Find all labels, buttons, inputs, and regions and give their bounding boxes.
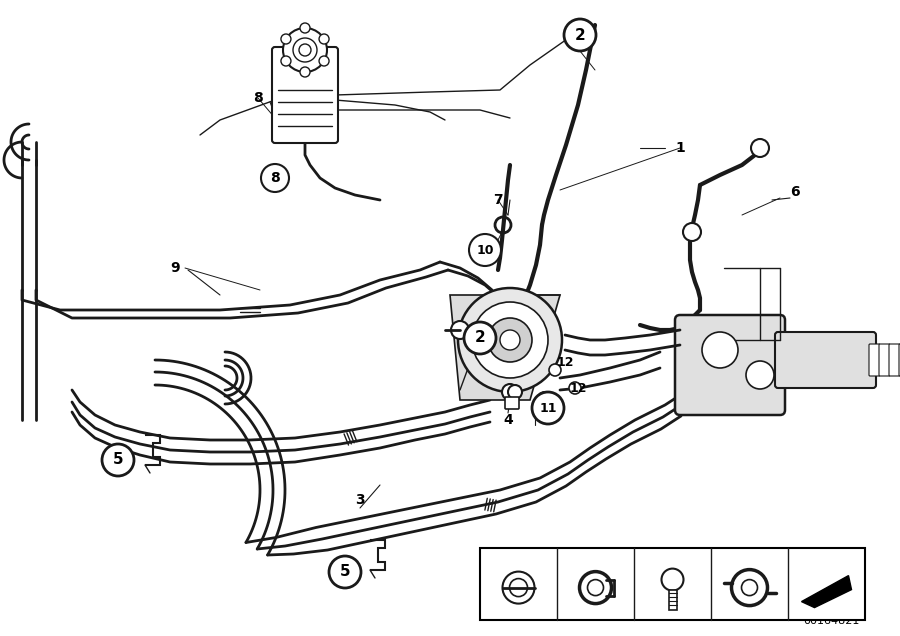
Bar	[669, 590, 677, 609]
FancyBboxPatch shape	[272, 47, 338, 143]
Circle shape	[281, 34, 291, 44]
Text: 12: 12	[556, 356, 574, 368]
Text: 11: 11	[491, 555, 509, 569]
Circle shape	[742, 579, 758, 595]
Text: 10: 10	[569, 555, 586, 569]
Circle shape	[261, 164, 289, 192]
Circle shape	[281, 56, 291, 66]
Circle shape	[293, 38, 317, 62]
Circle shape	[329, 556, 361, 588]
Circle shape	[580, 572, 611, 604]
Text: 8: 8	[270, 171, 280, 185]
Text: 12: 12	[569, 382, 587, 394]
Text: 2: 2	[574, 27, 585, 43]
Circle shape	[320, 56, 329, 66]
Text: 8: 8	[253, 91, 263, 105]
Circle shape	[502, 572, 535, 604]
Circle shape	[488, 318, 532, 362]
Text: 5: 5	[650, 555, 659, 569]
Circle shape	[300, 67, 310, 77]
Circle shape	[469, 234, 501, 266]
Circle shape	[588, 579, 604, 595]
Circle shape	[451, 321, 469, 339]
Bar	[480, 548, 865, 620]
FancyBboxPatch shape	[869, 344, 880, 376]
Circle shape	[549, 364, 561, 376]
Text: 3: 3	[540, 413, 550, 427]
FancyBboxPatch shape	[879, 344, 890, 376]
Polygon shape	[802, 576, 851, 607]
FancyBboxPatch shape	[505, 397, 519, 409]
Circle shape	[502, 384, 518, 400]
Text: 5: 5	[112, 452, 123, 467]
Polygon shape	[450, 295, 560, 400]
Text: 1: 1	[675, 141, 685, 155]
Circle shape	[732, 570, 768, 605]
Text: 9: 9	[170, 261, 180, 275]
FancyBboxPatch shape	[775, 332, 876, 388]
Circle shape	[509, 579, 527, 597]
Circle shape	[299, 44, 311, 56]
Circle shape	[300, 23, 310, 33]
Circle shape	[569, 382, 581, 394]
Text: 5: 5	[339, 565, 350, 579]
Text: 7: 7	[493, 193, 503, 207]
Text: 2: 2	[474, 331, 485, 345]
Text: 00164821: 00164821	[804, 616, 860, 626]
Text: 3: 3	[356, 493, 364, 507]
Circle shape	[472, 302, 548, 378]
Text: 10: 10	[476, 244, 494, 256]
Circle shape	[458, 288, 562, 392]
Circle shape	[102, 444, 134, 476]
Circle shape	[683, 223, 701, 241]
Circle shape	[537, 392, 553, 408]
Circle shape	[508, 385, 522, 399]
Text: 4: 4	[503, 413, 513, 427]
Circle shape	[702, 332, 738, 368]
Circle shape	[464, 322, 496, 354]
Circle shape	[532, 392, 564, 424]
FancyBboxPatch shape	[899, 344, 900, 376]
Circle shape	[662, 569, 683, 591]
FancyBboxPatch shape	[889, 344, 900, 376]
Circle shape	[283, 28, 327, 72]
Circle shape	[564, 19, 596, 51]
Text: 11: 11	[539, 401, 557, 415]
Circle shape	[746, 361, 774, 389]
Circle shape	[751, 139, 769, 157]
Circle shape	[320, 34, 329, 44]
Text: 6: 6	[790, 185, 800, 199]
Circle shape	[500, 330, 520, 350]
Text: 2: 2	[727, 555, 736, 569]
FancyBboxPatch shape	[675, 315, 785, 415]
Text: 8: 8	[727, 567, 736, 581]
